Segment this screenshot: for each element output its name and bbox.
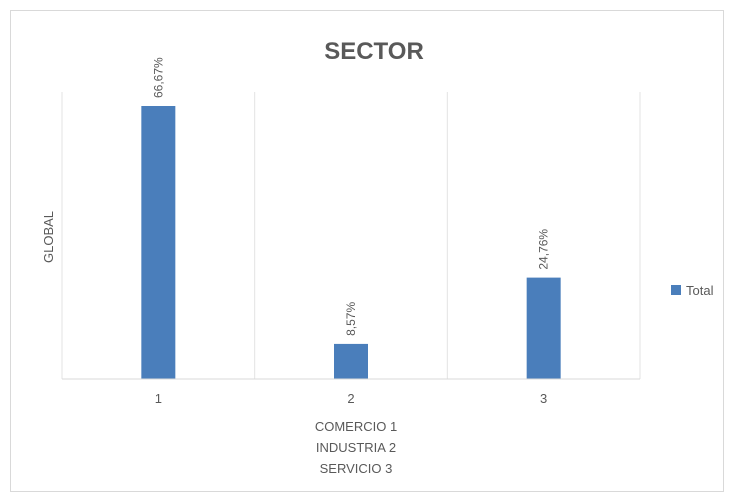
chart-title: SECTOR — [324, 38, 424, 65]
legend-swatch — [671, 285, 681, 295]
x-tick-label-1: 1 — [155, 391, 162, 406]
data-label-2: 8,57% — [344, 302, 358, 336]
x-tick-label-2: 2 — [347, 391, 354, 406]
chart-frame — [10, 10, 724, 492]
legend: Total — [671, 283, 714, 298]
x-tick-label-3: 3 — [540, 391, 547, 406]
x-axis-title: COMERCIO 1 INDUSTRIA 2 SERVICIO 3 — [315, 419, 397, 476]
data-label-3: 24,76% — [537, 229, 551, 270]
data-labels: 66,67% 8,57% 24,76% — [151, 57, 550, 336]
x-tick-labels: 1 2 3 — [155, 391, 548, 406]
grid-lines — [61, 92, 641, 379]
x-axis-title-line-3: SERVICIO 3 — [320, 461, 393, 476]
bars — [141, 106, 561, 379]
x-axis-title-line-2: INDUSTRIA 2 — [316, 440, 396, 455]
x-axis-title-line-1: COMERCIO 1 — [315, 419, 397, 434]
legend-label: Total — [686, 283, 714, 298]
bar-2 — [334, 343, 368, 379]
bar-3 — [526, 277, 561, 379]
data-label-1: 66,67% — [151, 57, 165, 98]
bar-1 — [141, 106, 176, 379]
y-axis-title: GLOBAL — [41, 211, 56, 263]
